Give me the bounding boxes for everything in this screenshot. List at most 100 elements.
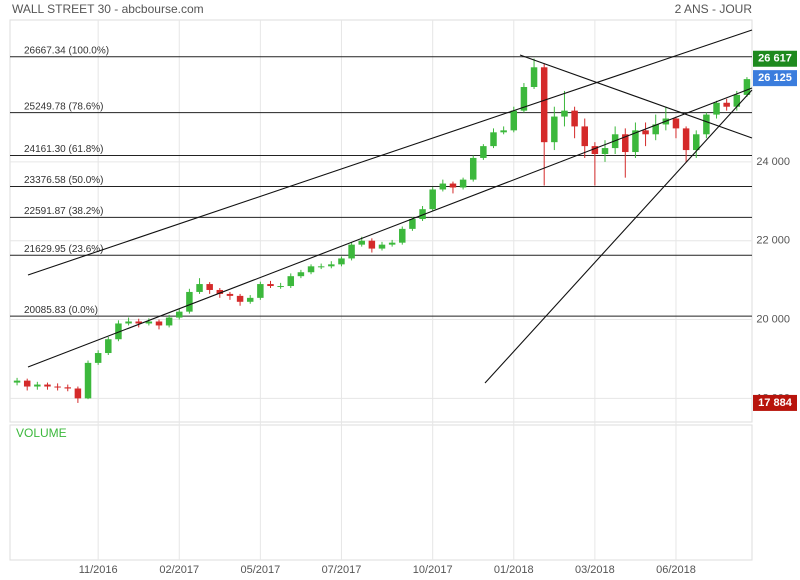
candle-body <box>176 311 183 318</box>
candle-body <box>84 362 92 399</box>
candle-body <box>368 240 376 249</box>
candle-body <box>23 380 31 387</box>
candle-body <box>206 284 213 290</box>
candle-body <box>358 240 365 245</box>
candle-body <box>94 353 102 363</box>
candle-body <box>338 258 345 265</box>
candle-body <box>74 388 82 399</box>
candle-layer <box>13 58 751 403</box>
price-panel <box>9 19 753 423</box>
trendline <box>27 87 753 368</box>
candle-body <box>287 276 295 287</box>
candle-body <box>186 291 193 312</box>
candle-body <box>257 284 264 298</box>
candle-body <box>490 132 497 147</box>
trendline <box>484 89 753 384</box>
candle-body <box>388 242 396 245</box>
volume-panel <box>9 424 753 561</box>
fib-label: 23376.58 (50.0%) <box>24 175 104 186</box>
candle-body <box>449 183 457 188</box>
x-tick-label: 03/2018 <box>575 564 615 576</box>
candle-body <box>520 87 528 111</box>
candle-body <box>703 114 710 135</box>
candle-body <box>267 284 274 287</box>
x-tick-label: 11/2016 <box>79 564 118 576</box>
x-tick-label: 10/2017 <box>413 564 453 576</box>
price-badge <box>753 70 797 87</box>
y-tick-label: 20 000 <box>756 313 790 325</box>
price-badge <box>753 50 797 67</box>
candle-body <box>145 321 153 324</box>
price-badge-label: 17 884 <box>758 397 793 409</box>
price-badge <box>753 394 797 411</box>
x-tick-label: 01/2018 <box>494 564 534 576</box>
candle-body <box>601 148 609 154</box>
candle-body <box>530 67 538 87</box>
candle-body <box>13 380 21 383</box>
candle-body <box>500 130 507 133</box>
candle-body <box>672 118 680 129</box>
candle-body <box>348 244 355 259</box>
trendline <box>27 29 753 276</box>
candle-body <box>165 317 173 326</box>
x-tick-label: 02/2017 <box>159 564 199 576</box>
candle-body <box>713 102 720 115</box>
x-tick-label: 05/2017 <box>240 564 280 576</box>
candle-body <box>297 272 305 277</box>
candle-body <box>571 110 578 127</box>
candle-body <box>409 219 416 229</box>
chart-title: WALL STREET 30 - abcbourse.com <box>12 2 204 16</box>
candle-body <box>135 321 142 324</box>
fib-label: 22591.87 (38.2%) <box>24 206 104 217</box>
candle-body <box>246 297 254 302</box>
candle-body <box>439 183 447 190</box>
candle-body <box>307 266 315 273</box>
candle-body <box>328 264 335 267</box>
fib-label: 20085.83 (0.0%) <box>24 305 98 316</box>
volume-label: VOLUME <box>16 426 67 440</box>
candle-body <box>622 134 629 153</box>
candle-body <box>591 146 599 154</box>
chart-subtitle: 2 ANS - JOUR <box>675 2 753 16</box>
candle-body <box>429 189 436 210</box>
candle-body <box>216 289 224 294</box>
trendline <box>519 54 753 139</box>
fib-layer: 26667.34 (100.0%) 25249.78 (78.6%) 24161.3… <box>10 45 752 317</box>
price-badge-label: 26 617 <box>758 53 792 65</box>
candle-body <box>44 384 51 387</box>
candle-body <box>378 244 386 249</box>
candle-body <box>105 339 112 354</box>
candle-body <box>723 102 730 107</box>
fib-label: 25249.78 (78.6%) <box>24 101 104 112</box>
y-tick-label: 22 000 <box>756 235 790 247</box>
price-badge-label: 26 125 <box>758 72 792 84</box>
candle-body <box>733 94 741 107</box>
candle-body <box>652 124 659 135</box>
candle-body <box>510 110 518 131</box>
candle-body <box>277 286 284 288</box>
candle-body <box>682 128 690 151</box>
candle-body <box>581 126 588 147</box>
candle-body <box>480 146 487 158</box>
candle-body <box>632 130 639 153</box>
candle-body <box>54 386 61 388</box>
candle-body <box>540 67 548 143</box>
candle-body <box>419 209 426 220</box>
candle-body <box>642 130 649 135</box>
trendlines <box>27 29 753 384</box>
candle-body <box>125 321 132 324</box>
candle-body <box>469 157 477 180</box>
candle-body <box>551 116 558 143</box>
candle-body <box>317 266 325 268</box>
candle-body <box>693 134 700 151</box>
candle-body <box>743 79 751 95</box>
candle-body <box>236 295 244 302</box>
x-tick-label: 06/2018 <box>656 564 696 576</box>
candle-body <box>115 323 122 340</box>
candle-body <box>459 179 467 188</box>
grid-layer <box>10 20 752 560</box>
candle-body <box>34 384 41 387</box>
candle-body <box>196 284 203 292</box>
